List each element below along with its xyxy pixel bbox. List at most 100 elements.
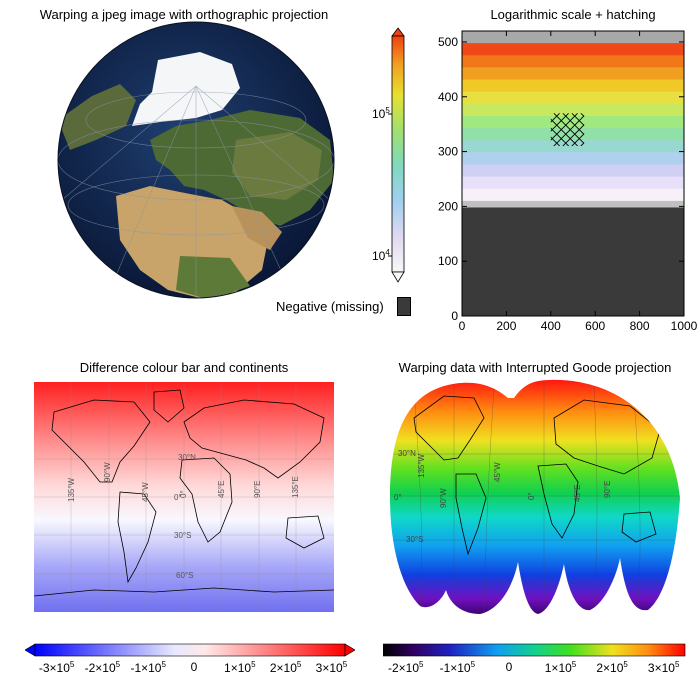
y-tick-label: 500 (438, 35, 458, 49)
hatch-line (550, 145, 552, 146)
label-exponent: 5 (623, 660, 628, 669)
rainbow-colorbar-labels: -2×105 -1×105 0 1×105 2×105 3×105 (0, 660, 700, 680)
heatmap-band (462, 188, 684, 202)
hatch-line (550, 113, 579, 141)
difference-title: Difference colour bar and continents (79, 360, 289, 375)
hatch-line (562, 124, 585, 147)
hatch-line (580, 113, 585, 118)
heatmap-band (462, 103, 684, 117)
hatch-line (491, 113, 524, 146)
label-mantissa: 0 (505, 660, 513, 674)
graticule-label: 0° (179, 490, 188, 498)
missing-region (462, 207, 684, 316)
heatmap-band (462, 67, 684, 81)
hatch-line (500, 113, 533, 146)
x-tick-label: 1000 (671, 319, 698, 333)
colorbar-label: 3×105 (316, 660, 347, 675)
orthographic-title: Warping a jpeg image with orthographic p… (39, 7, 329, 22)
label-mantissa: 3×10 (315, 661, 343, 675)
hatch-line (599, 113, 632, 146)
colorbar-label: -2×105 (85, 660, 120, 675)
heatmap-band (462, 115, 684, 129)
hatch-line (553, 115, 585, 147)
label-exponent: 5 (571, 660, 577, 669)
graticule-label: 90°E (603, 481, 612, 498)
hatch-line (509, 113, 542, 146)
hatch-line (635, 113, 668, 146)
label-exponent: 5 (674, 660, 680, 669)
hatch-line (626, 113, 659, 146)
hatch-line (590, 113, 623, 146)
colorbar-bottom-arrow (391, 271, 405, 283)
graticule-label: 90°E (253, 481, 262, 498)
graticule-label: 30°N (178, 453, 196, 462)
missing-label: Negative (missing) (276, 299, 384, 314)
hatch-line (550, 113, 561, 123)
colorbar-right-arrow (344, 643, 355, 657)
logscale-title: Logarithmic scale + hatching (490, 7, 656, 22)
label-mantissa: -1×10 (130, 661, 162, 675)
graticule-label: 30°N (398, 449, 416, 458)
log-colorbar (388, 27, 405, 283)
difference-map: 135°W 90°W 45°W 0° 45°E 90°E 135°E 30°N 0° 30°S 60… (34, 382, 334, 612)
graticule-label: 60°S (176, 571, 193, 580)
colorbar-label: -1×105 (440, 660, 475, 675)
colorbar-left-arrow (25, 643, 36, 657)
colorbar-top-arrow (391, 27, 405, 37)
difference-colorbar-labels: -3×105 -2×105 -1×105 0 1×105 2×105 3×105 (0, 660, 700, 680)
hatch-line (571, 113, 585, 127)
colorbar-label: 0 (506, 660, 513, 674)
x-tick-label: 200 (496, 319, 516, 333)
hatch-line (626, 113, 659, 146)
label-mantissa: 2×10 (596, 661, 624, 675)
label-mantissa: 0 (190, 660, 198, 674)
y-tick-label: 300 (438, 145, 458, 159)
heatmap-band (462, 128, 684, 141)
heatmap-band (462, 43, 684, 56)
hatch-line (580, 142, 585, 147)
heatmap-band (462, 79, 684, 93)
y-tick-label: 0 (451, 309, 458, 323)
graticule-label: 45°E (217, 481, 226, 498)
missing-swatch (397, 297, 411, 316)
colorbar-label: 3×105 (648, 660, 679, 675)
log-tick-1e5: 105 (372, 106, 390, 121)
graticule-label: 30°S (406, 535, 423, 544)
hatch-line (571, 133, 585, 147)
graticule-label: 45°W (493, 462, 502, 482)
hatch-line (635, 113, 668, 146)
tick-mantissa: 10 (372, 249, 386, 263)
label-exponent: 5 (342, 660, 348, 669)
hatch-line (617, 113, 650, 146)
label-mantissa: -3×10 (38, 661, 70, 675)
hatch-line (608, 113, 641, 146)
colorbar-label: 2×105 (596, 660, 627, 675)
goode-title: Warping data with Interrupted Goode proj… (398, 360, 672, 375)
label-mantissa: -2×10 (387, 661, 420, 675)
orthographic-panel: Warping a jpeg image with orthographic p… (0, 0, 360, 300)
hatch-line (500, 113, 533, 146)
heatmap-band (462, 152, 684, 165)
x-tick-label: 800 (630, 319, 650, 333)
label-exponent: 5 (296, 660, 302, 669)
label-exponent: 5 (161, 660, 166, 669)
heatmap-band (462, 31, 684, 44)
heatmap-band (462, 164, 684, 178)
graticule-label: 135°W (417, 453, 426, 478)
hatch-pattern (491, 113, 668, 147)
y-tick-label: 200 (438, 199, 458, 213)
colorbar-label: -3×105 (39, 660, 74, 675)
tick-exponent: 5 (385, 106, 390, 115)
graticule-label: 0° (174, 493, 182, 502)
hatch-line (550, 113, 552, 114)
graticule-label: 30°S (174, 531, 191, 540)
graticule-label: 0° (394, 493, 402, 502)
label-exponent: 5 (115, 660, 121, 669)
hatch-line (550, 113, 570, 132)
colorbar-label: 1×105 (545, 660, 576, 675)
colorbar-label: 1×105 (224, 660, 255, 675)
x-tick-label: 400 (541, 319, 561, 333)
x-tick-label: 600 (585, 319, 605, 333)
colorbar-label: 2×105 (270, 660, 301, 675)
goode-map: 30°N 0° 30°S 90°W 0° 45°E 90°E 135°W 45°W (390, 379, 680, 615)
